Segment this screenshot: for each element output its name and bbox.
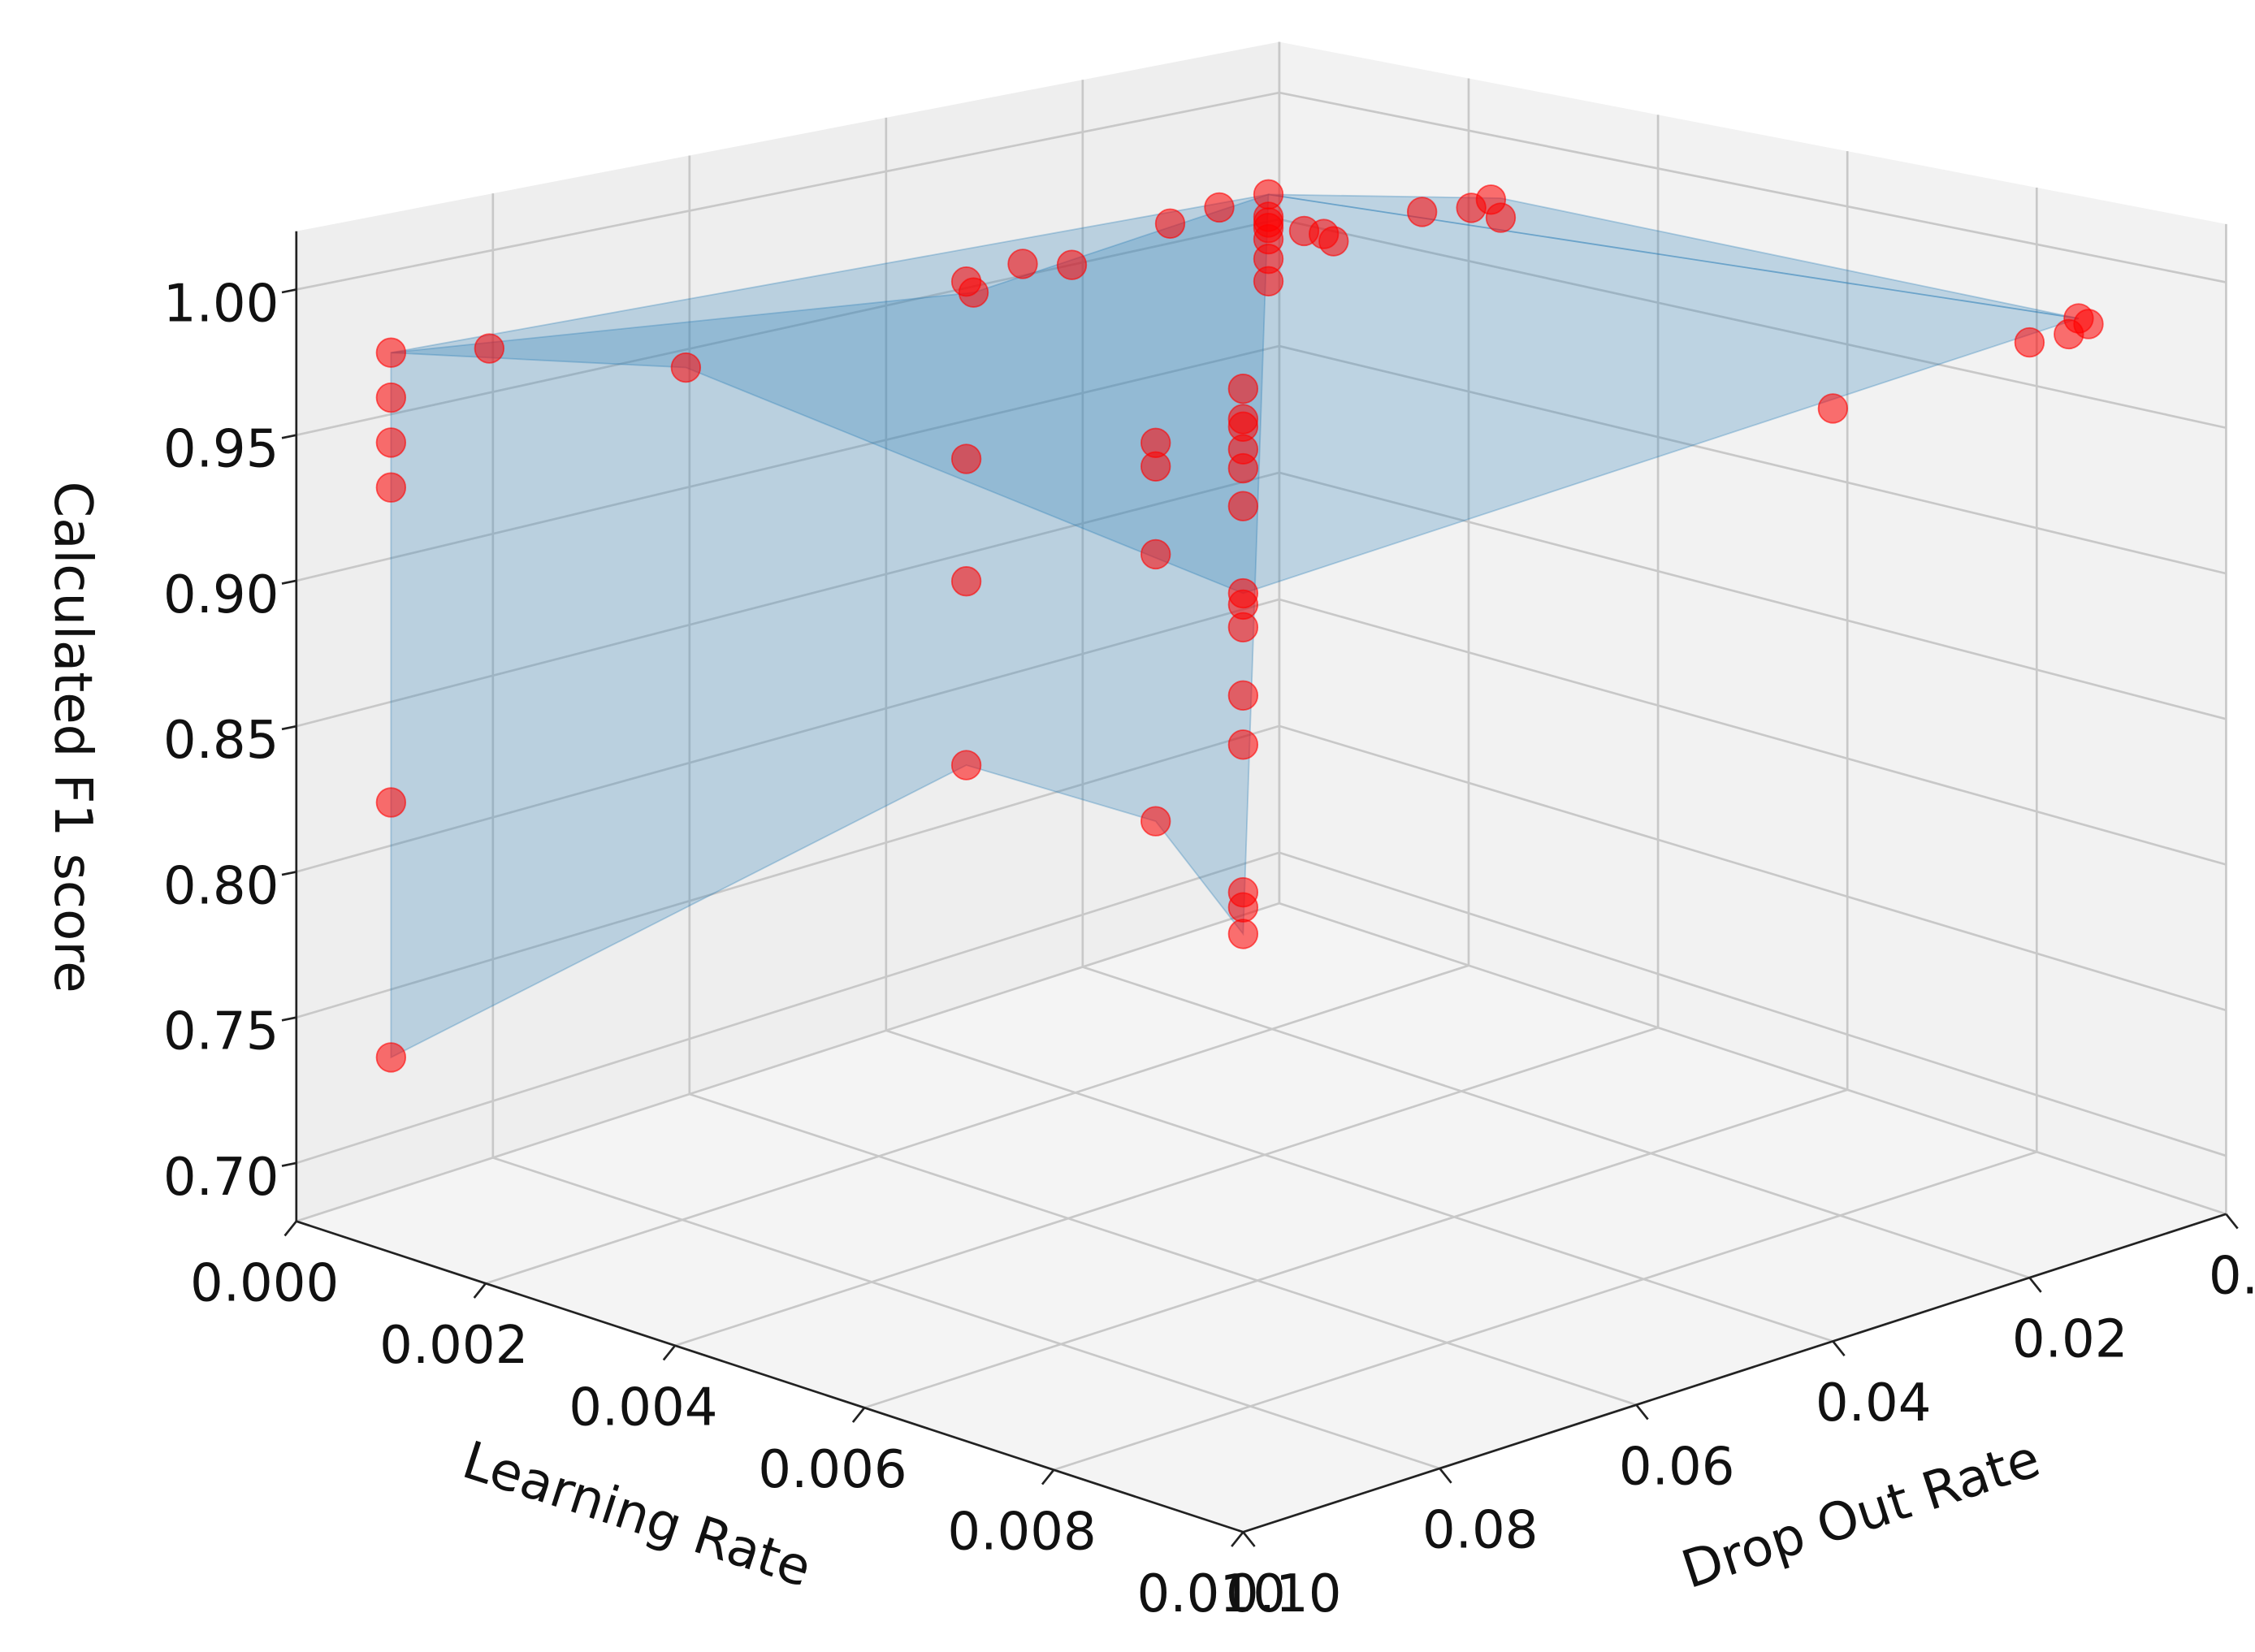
data-point bbox=[1227, 729, 1259, 760]
x-tick-label: 0.002 bbox=[379, 1316, 528, 1376]
y-tick-label: 0.02 bbox=[2012, 1310, 2128, 1370]
x-tick bbox=[283, 1220, 297, 1237]
z-tick-label: 0.85 bbox=[163, 711, 279, 771]
z-tick-label: 1.00 bbox=[163, 274, 279, 334]
data-point bbox=[1485, 202, 1517, 233]
data-point bbox=[958, 277, 989, 308]
data-point bbox=[1227, 374, 1259, 404]
data-point bbox=[1318, 226, 1349, 257]
x-tick-label: 0.008 bbox=[947, 1502, 1096, 1562]
y-tick-label: 0.08 bbox=[1422, 1501, 1539, 1561]
grid-line bbox=[1081, 80, 2030, 1279]
x-tick bbox=[662, 1344, 677, 1361]
z-tick-label: 0.70 bbox=[163, 1148, 279, 1208]
y-tick bbox=[1242, 1531, 1256, 1547]
surface-face bbox=[1268, 193, 2080, 319]
x-tick bbox=[1041, 1468, 1055, 1486]
data-point bbox=[1227, 491, 1259, 521]
y-tick-label: 0.06 bbox=[1619, 1437, 1735, 1497]
data-point bbox=[1140, 427, 1171, 458]
data-point bbox=[375, 787, 407, 818]
y-tick bbox=[2028, 1277, 2042, 1293]
x-tick-label: 0.010 bbox=[1137, 1564, 1286, 1624]
grid-line bbox=[688, 155, 1637, 1406]
grid-line bbox=[491, 193, 1440, 1470]
data-point bbox=[1154, 208, 1186, 239]
panes bbox=[296, 41, 2227, 1533]
z-tick bbox=[281, 1016, 297, 1022]
data-point bbox=[1253, 201, 1284, 232]
x-tick bbox=[473, 1282, 487, 1299]
z-tick bbox=[281, 724, 297, 731]
grid-line bbox=[1278, 41, 2227, 1216]
x-tick bbox=[1231, 1531, 1244, 1547]
z-tick-label: 0.75 bbox=[163, 1002, 279, 1062]
data-point bbox=[950, 443, 982, 474]
data-point bbox=[1140, 806, 1171, 837]
z-tick-label: 0.90 bbox=[163, 565, 279, 625]
data-point bbox=[375, 472, 407, 503]
data-point bbox=[1817, 393, 1849, 424]
x-tick bbox=[851, 1407, 866, 1423]
z-tick bbox=[281, 579, 297, 585]
data-point bbox=[375, 337, 407, 368]
z-axis-title: Calculated F1 score bbox=[42, 481, 102, 992]
data-point bbox=[950, 750, 982, 781]
data-point bbox=[1204, 192, 1235, 223]
data-point bbox=[670, 352, 702, 383]
y-tick-label: 0.00 bbox=[2209, 1246, 2255, 1306]
z-tick-label: 0.95 bbox=[163, 420, 279, 480]
points bbox=[375, 179, 2104, 1073]
data-point bbox=[375, 1042, 407, 1073]
z-tick bbox=[281, 1161, 297, 1167]
data-point bbox=[1056, 249, 1088, 280]
y-tick bbox=[1439, 1468, 1452, 1484]
left-pane bbox=[296, 41, 1279, 1222]
z-tick-label: 0.80 bbox=[163, 856, 279, 916]
data-point bbox=[375, 427, 407, 458]
data-point bbox=[1227, 919, 1259, 949]
floor-pane bbox=[296, 903, 2227, 1533]
z-tick bbox=[281, 288, 297, 294]
z-tick bbox=[281, 871, 297, 876]
y-tick bbox=[2225, 1213, 2239, 1230]
right-pane bbox=[1279, 41, 2227, 1214]
data-point bbox=[1007, 249, 1038, 279]
y-tick-label: 0.10 bbox=[1226, 1564, 1342, 1624]
data-point bbox=[2014, 327, 2045, 358]
y-tick bbox=[1832, 1340, 1846, 1357]
data-point bbox=[1227, 680, 1259, 711]
data-point bbox=[474, 333, 505, 364]
data-point bbox=[2054, 318, 2084, 350]
data-point bbox=[950, 566, 982, 597]
x-tick-label: 0.004 bbox=[569, 1377, 717, 1438]
data-point bbox=[1406, 197, 1438, 227]
z-tick bbox=[281, 434, 297, 439]
y-tick bbox=[1635, 1403, 1649, 1421]
data-point bbox=[1227, 577, 1259, 609]
data-point bbox=[1140, 538, 1171, 570]
data-point bbox=[375, 382, 407, 413]
y-tick-label: 0.04 bbox=[1816, 1373, 1932, 1434]
grid-line bbox=[885, 117, 1833, 1343]
data-point bbox=[1253, 266, 1284, 296]
data-point bbox=[1227, 876, 1259, 908]
data-point bbox=[1227, 404, 1259, 435]
x-tick-label: 0.006 bbox=[758, 1440, 907, 1500]
x-tick-label: 0.000 bbox=[190, 1253, 339, 1313]
